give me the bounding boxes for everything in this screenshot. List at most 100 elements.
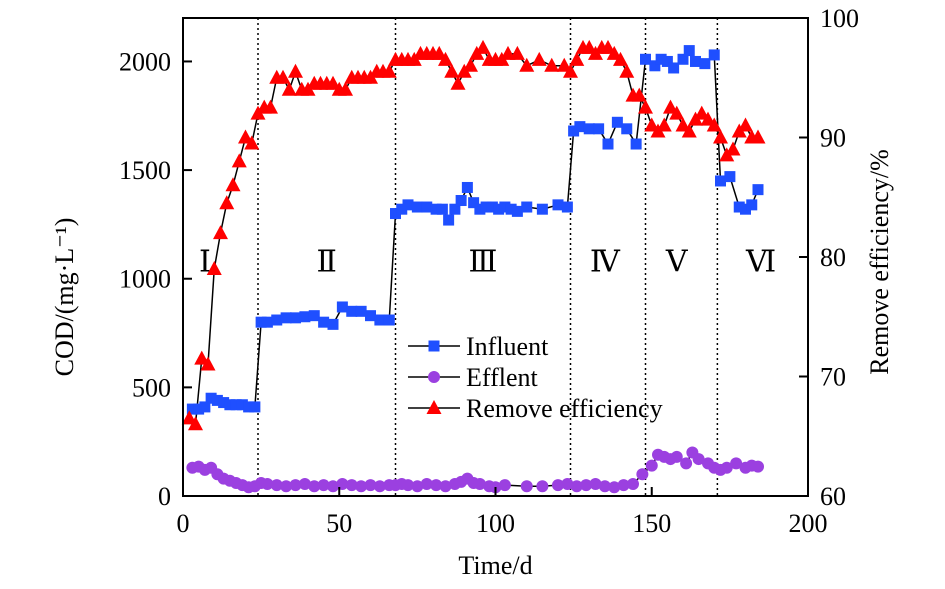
data-point-square	[733, 201, 745, 213]
data-point-square	[327, 318, 339, 330]
data-point-square	[346, 305, 358, 317]
data-point-circle	[317, 479, 330, 492]
y-tick-label: 500	[132, 373, 171, 402]
data-point-square	[299, 311, 311, 323]
data-point-circle	[473, 478, 486, 491]
data-point-triangle	[231, 153, 247, 168]
data-point-square	[699, 58, 711, 70]
data-point-square	[649, 60, 661, 72]
data-point-triangle	[563, 63, 578, 78]
data-point-triangle	[450, 75, 466, 90]
data-point-triangle	[281, 81, 297, 96]
data-point-square	[493, 203, 505, 215]
phase-label: Ⅳ	[590, 245, 621, 278]
data-point-square	[205, 392, 217, 404]
data-point-triangle	[213, 225, 228, 240]
y-tick-label: 1500	[119, 156, 171, 185]
data-point-circle	[327, 480, 339, 493]
legend-label: Remove efficiency	[466, 394, 663, 423]
data-point-triangle	[663, 99, 678, 114]
y2-tick-label: 90	[820, 124, 846, 153]
data-point-square	[455, 195, 467, 207]
data-point-square	[668, 62, 680, 74]
data-point-circle	[261, 478, 274, 491]
legend-marker	[428, 371, 440, 383]
data-point-square	[715, 175, 726, 187]
phase-label: Ⅵ	[745, 245, 776, 278]
data-point-circle	[308, 480, 321, 493]
data-point-circle	[580, 479, 593, 492]
data-point-square	[536, 203, 548, 215]
data-point-square	[290, 312, 301, 324]
data-point-square	[640, 53, 651, 65]
data-point-circle	[730, 457, 743, 470]
data-point-circle	[439, 480, 452, 493]
data-point-triangle	[188, 416, 203, 431]
y-tick-labels: 0 500 1000 1500 2000	[119, 47, 171, 511]
data-point-square	[568, 125, 580, 137]
data-point-triangle	[531, 51, 547, 66]
data-point-triangle	[219, 195, 235, 210]
phase-label: Ⅱ	[317, 245, 337, 278]
data-point-circle	[270, 479, 283, 492]
data-point-square	[396, 203, 408, 215]
data-point-square	[752, 184, 764, 196]
data-point-triangle	[544, 57, 560, 72]
data-point-triangle	[381, 63, 397, 78]
data-point-square	[740, 203, 751, 215]
data-point-circle	[280, 480, 293, 493]
data-point-square	[661, 55, 673, 67]
data-point-circle	[289, 479, 302, 492]
data-point-triangle	[606, 45, 622, 60]
data-point-square	[436, 203, 448, 215]
x-axis-label: Time/d	[458, 551, 532, 580]
data-point-square	[318, 316, 330, 328]
data-point-square	[186, 403, 198, 415]
data-point-triangle	[613, 51, 628, 66]
data-point-triangle	[338, 81, 353, 96]
data-point-triangle	[700, 111, 716, 126]
data-point-square	[480, 201, 492, 213]
data-point-square	[336, 301, 348, 313]
data-point-square	[461, 181, 473, 193]
data-point-circle	[608, 481, 621, 494]
data-point-square	[390, 208, 401, 220]
data-point-triangle	[194, 350, 210, 365]
data-point-triangle	[581, 39, 597, 54]
data-point-square	[690, 55, 701, 67]
legend-label: Efflent	[466, 363, 538, 392]
data-point-triangle	[706, 117, 722, 132]
data-point-square	[708, 49, 720, 61]
legend-label: Influent	[466, 332, 549, 361]
y-tick-label: 2000	[119, 47, 171, 76]
data-point-square	[630, 138, 642, 150]
data-point-circle	[298, 478, 311, 491]
data-point-square	[521, 201, 533, 213]
data-point-square	[552, 199, 564, 211]
phase-label: Ⅲ	[469, 245, 498, 278]
data-point-triangle	[325, 75, 341, 90]
data-point-square	[355, 305, 367, 317]
data-point-square	[193, 403, 205, 415]
data-point-square	[255, 316, 267, 328]
data-point-square	[683, 45, 695, 57]
phase-label: Ⅴ	[665, 245, 689, 278]
data-point-circle	[498, 479, 511, 492]
data-point-square	[411, 201, 423, 213]
axis-ticks	[182, 17, 809, 497]
x-tick-label: 100	[476, 509, 515, 538]
data-point-square	[724, 171, 736, 183]
data-point-square	[468, 197, 480, 209]
data-point-triangle	[463, 57, 478, 72]
data-point-circle	[520, 480, 533, 493]
x-tick-label: 0	[177, 509, 190, 538]
data-point-square	[430, 203, 442, 215]
y2-tick-label: 80	[820, 243, 846, 272]
data-point-square	[224, 399, 236, 411]
data-point-square	[280, 312, 292, 324]
data-point-triangle	[438, 51, 453, 66]
data-point-triangle	[275, 69, 291, 84]
data-point-triangle	[244, 135, 260, 150]
